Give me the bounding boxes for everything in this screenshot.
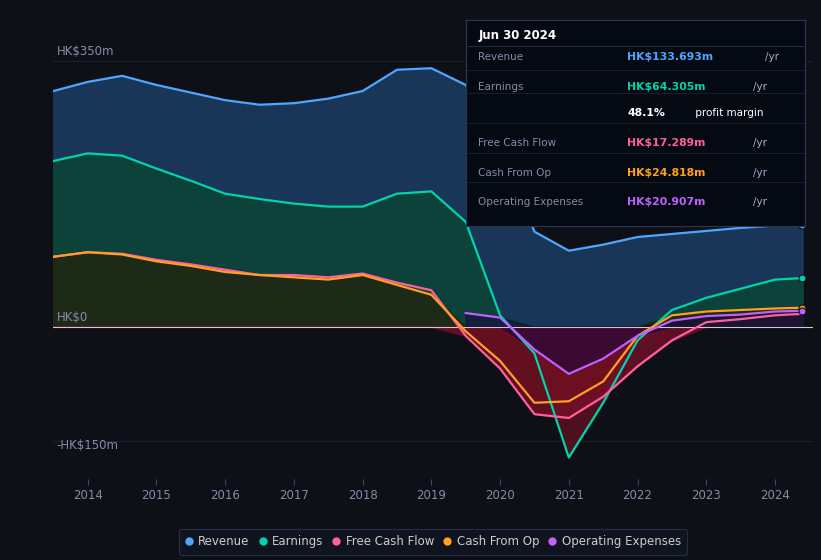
Text: /yr: /yr: [753, 138, 767, 148]
Text: /yr: /yr: [753, 82, 767, 92]
Text: /yr: /yr: [765, 52, 779, 62]
Text: HK$64.305m: HK$64.305m: [627, 82, 706, 92]
Text: Jun 30 2024: Jun 30 2024: [478, 30, 557, 43]
Text: Operating Expenses: Operating Expenses: [478, 197, 584, 207]
Text: HK$17.289m: HK$17.289m: [627, 138, 706, 148]
Text: Earnings: Earnings: [478, 82, 524, 92]
Text: Cash From Op: Cash From Op: [478, 167, 551, 178]
Text: HK$20.907m: HK$20.907m: [627, 197, 706, 207]
Text: HK$0: HK$0: [57, 311, 88, 324]
Text: -HK$150m: -HK$150m: [57, 438, 119, 451]
Text: HK$24.818m: HK$24.818m: [627, 167, 706, 178]
Text: /yr: /yr: [753, 197, 767, 207]
Text: Revenue: Revenue: [478, 52, 523, 62]
Text: HK$133.693m: HK$133.693m: [627, 52, 713, 62]
Text: profit margin: profit margin: [692, 108, 764, 118]
Legend: Revenue, Earnings, Free Cash Flow, Cash From Op, Operating Expenses: Revenue, Earnings, Free Cash Flow, Cash …: [179, 529, 687, 555]
Text: HK$350m: HK$350m: [57, 45, 114, 58]
Text: /yr: /yr: [753, 167, 767, 178]
Text: 48.1%: 48.1%: [627, 108, 665, 118]
Text: Free Cash Flow: Free Cash Flow: [478, 138, 557, 148]
